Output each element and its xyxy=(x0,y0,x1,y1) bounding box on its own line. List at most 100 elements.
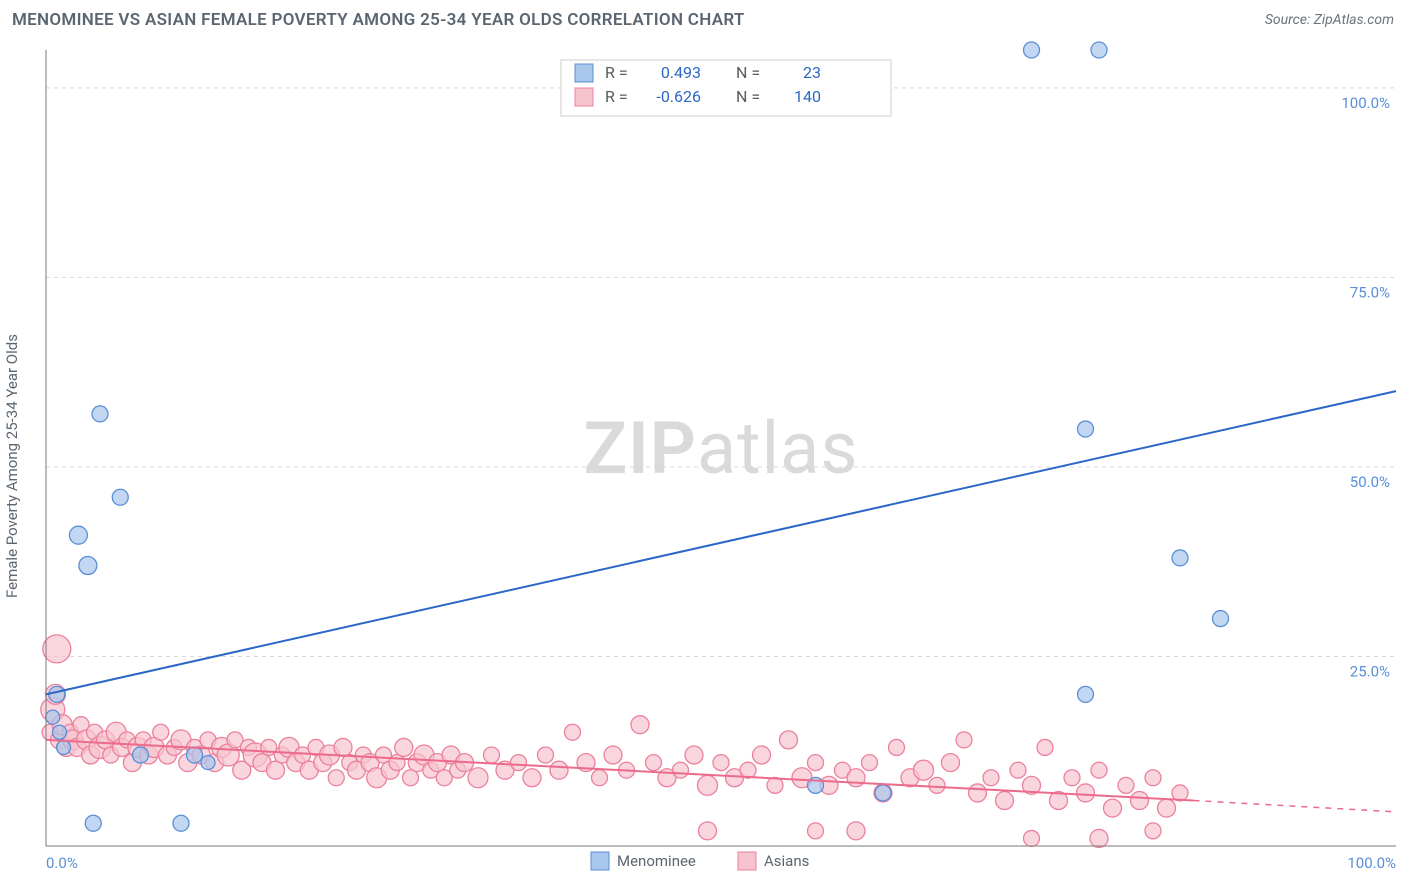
data-point xyxy=(983,770,999,786)
data-point xyxy=(1118,777,1134,793)
legend-swatch xyxy=(575,64,593,82)
chart-title: MENOMINEE VS ASIAN FEMALE POVERTY AMONG … xyxy=(12,10,745,30)
data-point xyxy=(969,784,987,802)
data-point xyxy=(685,746,703,764)
data-point xyxy=(1077,784,1095,802)
data-point xyxy=(69,526,87,544)
legend-r-label: R = xyxy=(605,63,628,82)
data-point xyxy=(996,792,1014,810)
legend-n-label: N = xyxy=(736,87,760,106)
data-point xyxy=(328,770,344,786)
x-tick-label: 0.0% xyxy=(46,854,78,872)
legend-r-value: -0.626 xyxy=(656,87,701,106)
y-tick-label: 50.0% xyxy=(1350,473,1390,491)
x-tick-label: 100.0% xyxy=(1347,854,1396,872)
data-point xyxy=(57,740,71,754)
watermark: ZIPatlas xyxy=(583,406,858,491)
data-point xyxy=(942,754,960,772)
data-point xyxy=(808,755,824,771)
data-point xyxy=(1104,799,1122,817)
y-tick-label: 100.0% xyxy=(1341,94,1390,112)
data-point xyxy=(1172,550,1188,566)
data-point xyxy=(1213,611,1229,627)
data-point xyxy=(604,746,622,764)
data-point xyxy=(43,635,71,663)
data-point xyxy=(1091,762,1107,778)
data-point xyxy=(79,557,97,575)
legend-r-value: 0.493 xyxy=(661,63,701,82)
source-label: Source: ZipAtlas.com xyxy=(1265,12,1394,28)
data-point xyxy=(468,768,488,788)
data-point xyxy=(1024,830,1040,846)
data-point xyxy=(46,710,60,724)
data-point xyxy=(133,747,149,763)
chart-svg: 25.0% 50.0% 75.0% 100.0% ZIPatlas 0.0% 100.0% R… xyxy=(0,40,1406,892)
data-point xyxy=(889,739,905,755)
legend-n-label: N = xyxy=(736,63,760,82)
data-point xyxy=(201,756,215,770)
data-point xyxy=(631,716,649,734)
data-point xyxy=(767,777,783,793)
data-point xyxy=(1131,792,1149,810)
data-point xyxy=(550,761,568,779)
data-point xyxy=(1078,686,1094,702)
legend-n-value: 140 xyxy=(794,87,821,106)
data-point xyxy=(1145,823,1161,839)
y-tick-label: 25.0% xyxy=(1350,662,1390,680)
data-point xyxy=(847,769,865,787)
data-point xyxy=(49,686,65,702)
data-point xyxy=(808,823,824,839)
series-label: Menominee xyxy=(617,852,696,870)
data-point xyxy=(1145,770,1161,786)
data-point xyxy=(956,732,972,748)
series-label: Asians xyxy=(764,852,809,870)
y-axis-label: Female Poverty Among 25-34 Year Olds xyxy=(3,334,21,598)
data-point xyxy=(511,755,527,771)
data-point xyxy=(267,761,285,779)
plot-area: Female Poverty Among 25-34 Year Olds 25.… xyxy=(0,40,1406,892)
y-tick-label: 75.0% xyxy=(1350,283,1390,301)
data-point xyxy=(53,725,67,739)
legend-n-value: 23 xyxy=(803,63,821,82)
data-point xyxy=(1158,799,1176,817)
data-point xyxy=(929,777,945,793)
series-swatch xyxy=(738,852,756,870)
data-point xyxy=(1037,739,1053,755)
data-point xyxy=(673,762,689,778)
data-point xyxy=(914,760,934,780)
data-point xyxy=(538,747,554,763)
data-point xyxy=(592,770,608,786)
source-value: ZipAtlas.com xyxy=(1314,12,1394,28)
data-point xyxy=(92,406,108,422)
data-point xyxy=(1024,42,1040,58)
data-point xyxy=(1064,770,1080,786)
data-point xyxy=(646,755,662,771)
trend-line-extrap xyxy=(1194,801,1397,812)
series-swatch xyxy=(591,852,609,870)
source-prefix: Source: xyxy=(1265,12,1314,28)
title-bar: MENOMINEE VS ASIAN FEMALE POVERTY AMONG … xyxy=(0,0,1406,40)
data-point xyxy=(698,775,718,795)
data-point xyxy=(713,755,729,771)
data-point xyxy=(862,755,878,771)
data-point xyxy=(875,785,891,801)
data-point xyxy=(780,731,798,749)
legend-swatch xyxy=(575,88,593,106)
legend-r-label: R = xyxy=(605,87,628,106)
data-point xyxy=(1090,829,1108,847)
data-point xyxy=(173,815,189,831)
data-point xyxy=(1010,762,1026,778)
data-point xyxy=(565,724,581,740)
data-point xyxy=(85,815,101,831)
data-point xyxy=(153,724,169,740)
data-point xyxy=(699,822,717,840)
data-point xyxy=(112,489,128,505)
data-point xyxy=(187,747,203,763)
data-point xyxy=(523,769,541,787)
data-point xyxy=(484,747,500,763)
data-point xyxy=(1078,421,1094,437)
data-point xyxy=(1091,42,1107,58)
data-point xyxy=(334,738,352,756)
data-point xyxy=(395,738,413,756)
data-point xyxy=(847,822,865,840)
